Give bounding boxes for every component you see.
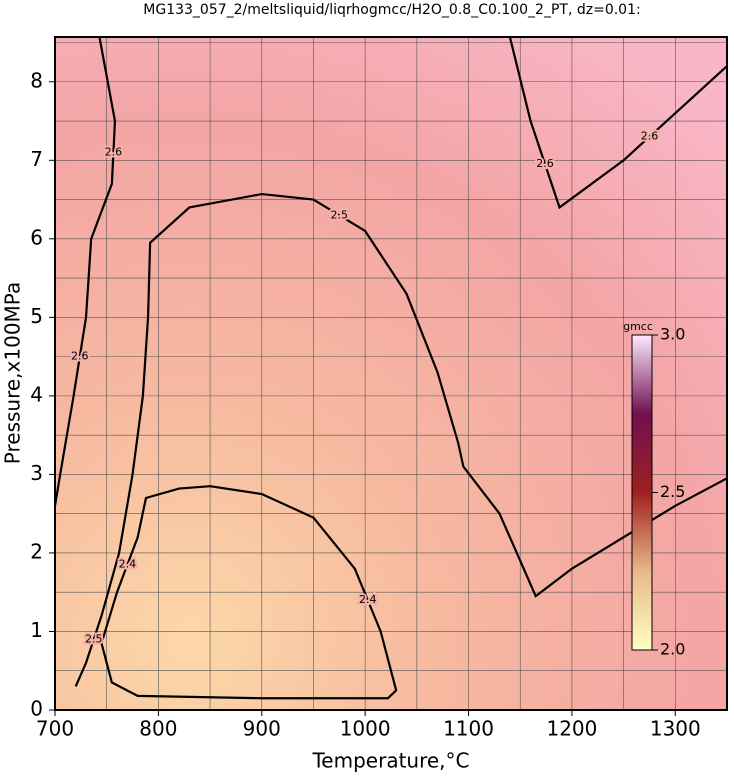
y-tick-label: 3 (30, 461, 43, 485)
x-tick-label: 900 (243, 717, 281, 741)
colorbar-tick-label: 2.0 (660, 640, 685, 659)
contour-line (100, 485, 398, 700)
y-tick-label: 0 (30, 697, 43, 721)
contour-label: 2.5 (85, 632, 103, 645)
contour-label: 2.6 (641, 130, 659, 143)
y-tick-label: 2 (30, 539, 43, 563)
plot-frame (54, 36, 728, 711)
colorbar (631, 334, 653, 651)
y-tick-label: 8 (30, 68, 43, 92)
y-tick-label: 6 (30, 225, 43, 249)
colorbar-tick-label: 3.0 (660, 325, 685, 344)
y-axis-label: Pressure,x100MPa (1, 282, 25, 464)
x-axis-label: Temperature,°C (311, 749, 469, 773)
x-tick-label: 1200 (546, 717, 597, 741)
x-tick-label: 1100 (443, 717, 494, 741)
x-tick-label: 1300 (650, 717, 701, 741)
colorbar-label: gmcc (623, 320, 653, 333)
contour-label: 2.6 (71, 350, 89, 363)
chart-title: MG133_057_2/meltsliquid/liqrhogmcc/H2O_0… (143, 2, 640, 18)
y-tick-label: 5 (30, 304, 43, 328)
contour-label: 2.6 (105, 145, 123, 158)
contour-label: 2.4 (119, 558, 137, 571)
y-tick-label: 4 (30, 382, 43, 406)
x-tick-label: 1000 (340, 717, 391, 741)
contour-line (508, 36, 728, 210)
colorbar-tick-label: 2.5 (660, 482, 685, 501)
contour-label: 2.6 (536, 157, 554, 170)
y-tick-label: 1 (30, 618, 43, 642)
contour-line (74, 192, 728, 687)
contour-label: 2.5 (331, 208, 349, 221)
contour-line (53, 36, 117, 507)
plot-background (55, 37, 727, 710)
y-tick-label: 7 (30, 147, 43, 171)
x-tick-label: 700 (36, 717, 74, 741)
x-tick-label: 800 (139, 717, 177, 741)
contour-label: 2.4 (359, 593, 377, 606)
